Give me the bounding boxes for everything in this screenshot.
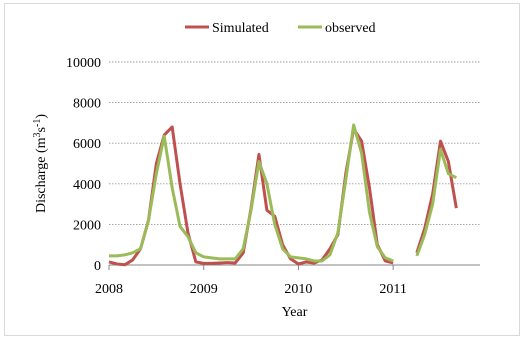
legend-simulated-label: Simulated: [212, 21, 269, 36]
legend-observed-label: observed: [325, 21, 376, 36]
series-layer: [108, 123, 458, 267]
y-tick-label: 6000: [73, 137, 101, 152]
series-observed-line: [109, 123, 394, 263]
y-tick-label: 4000: [73, 178, 101, 193]
chart-area: 0 2000 4000 6000 8000 10000 2008 2009 2010 2011 …: [4, 3, 520, 336]
x-tick-labels: 2008 2009 2010 2011: [95, 282, 407, 297]
x-tick-label: 2011: [379, 282, 406, 297]
y-tick-label: 8000: [73, 97, 101, 112]
y-axis-title: Discharge (m3s-1): [32, 114, 49, 213]
x-tick-label: 2008: [95, 282, 123, 297]
y-axis-title-sup-3: 3: [32, 132, 43, 137]
x-tick-label: 2010: [284, 282, 312, 297]
y-tick-label: 10000: [66, 56, 101, 71]
legend: Simulated observed: [185, 21, 376, 36]
y-tick-label: 2000: [73, 218, 101, 233]
x-axis-title: Year: [282, 305, 308, 320]
axes: [108, 264, 480, 270]
gridlines: [109, 61, 480, 225]
series-observed-line: [415, 147, 458, 257]
y-axis-title-main: Discharge (m: [34, 137, 49, 213]
x-tick-label: 2009: [190, 282, 218, 297]
y-tick-labels: 0 2000 4000 6000 8000 10000: [66, 56, 101, 274]
y-axis-title-sup-minus1: -1: [32, 119, 43, 127]
y-axis-title-close: ): [34, 114, 49, 119]
y-axis-title-unit-s: s: [34, 127, 49, 132]
y-tick-label: 0: [94, 259, 101, 274]
